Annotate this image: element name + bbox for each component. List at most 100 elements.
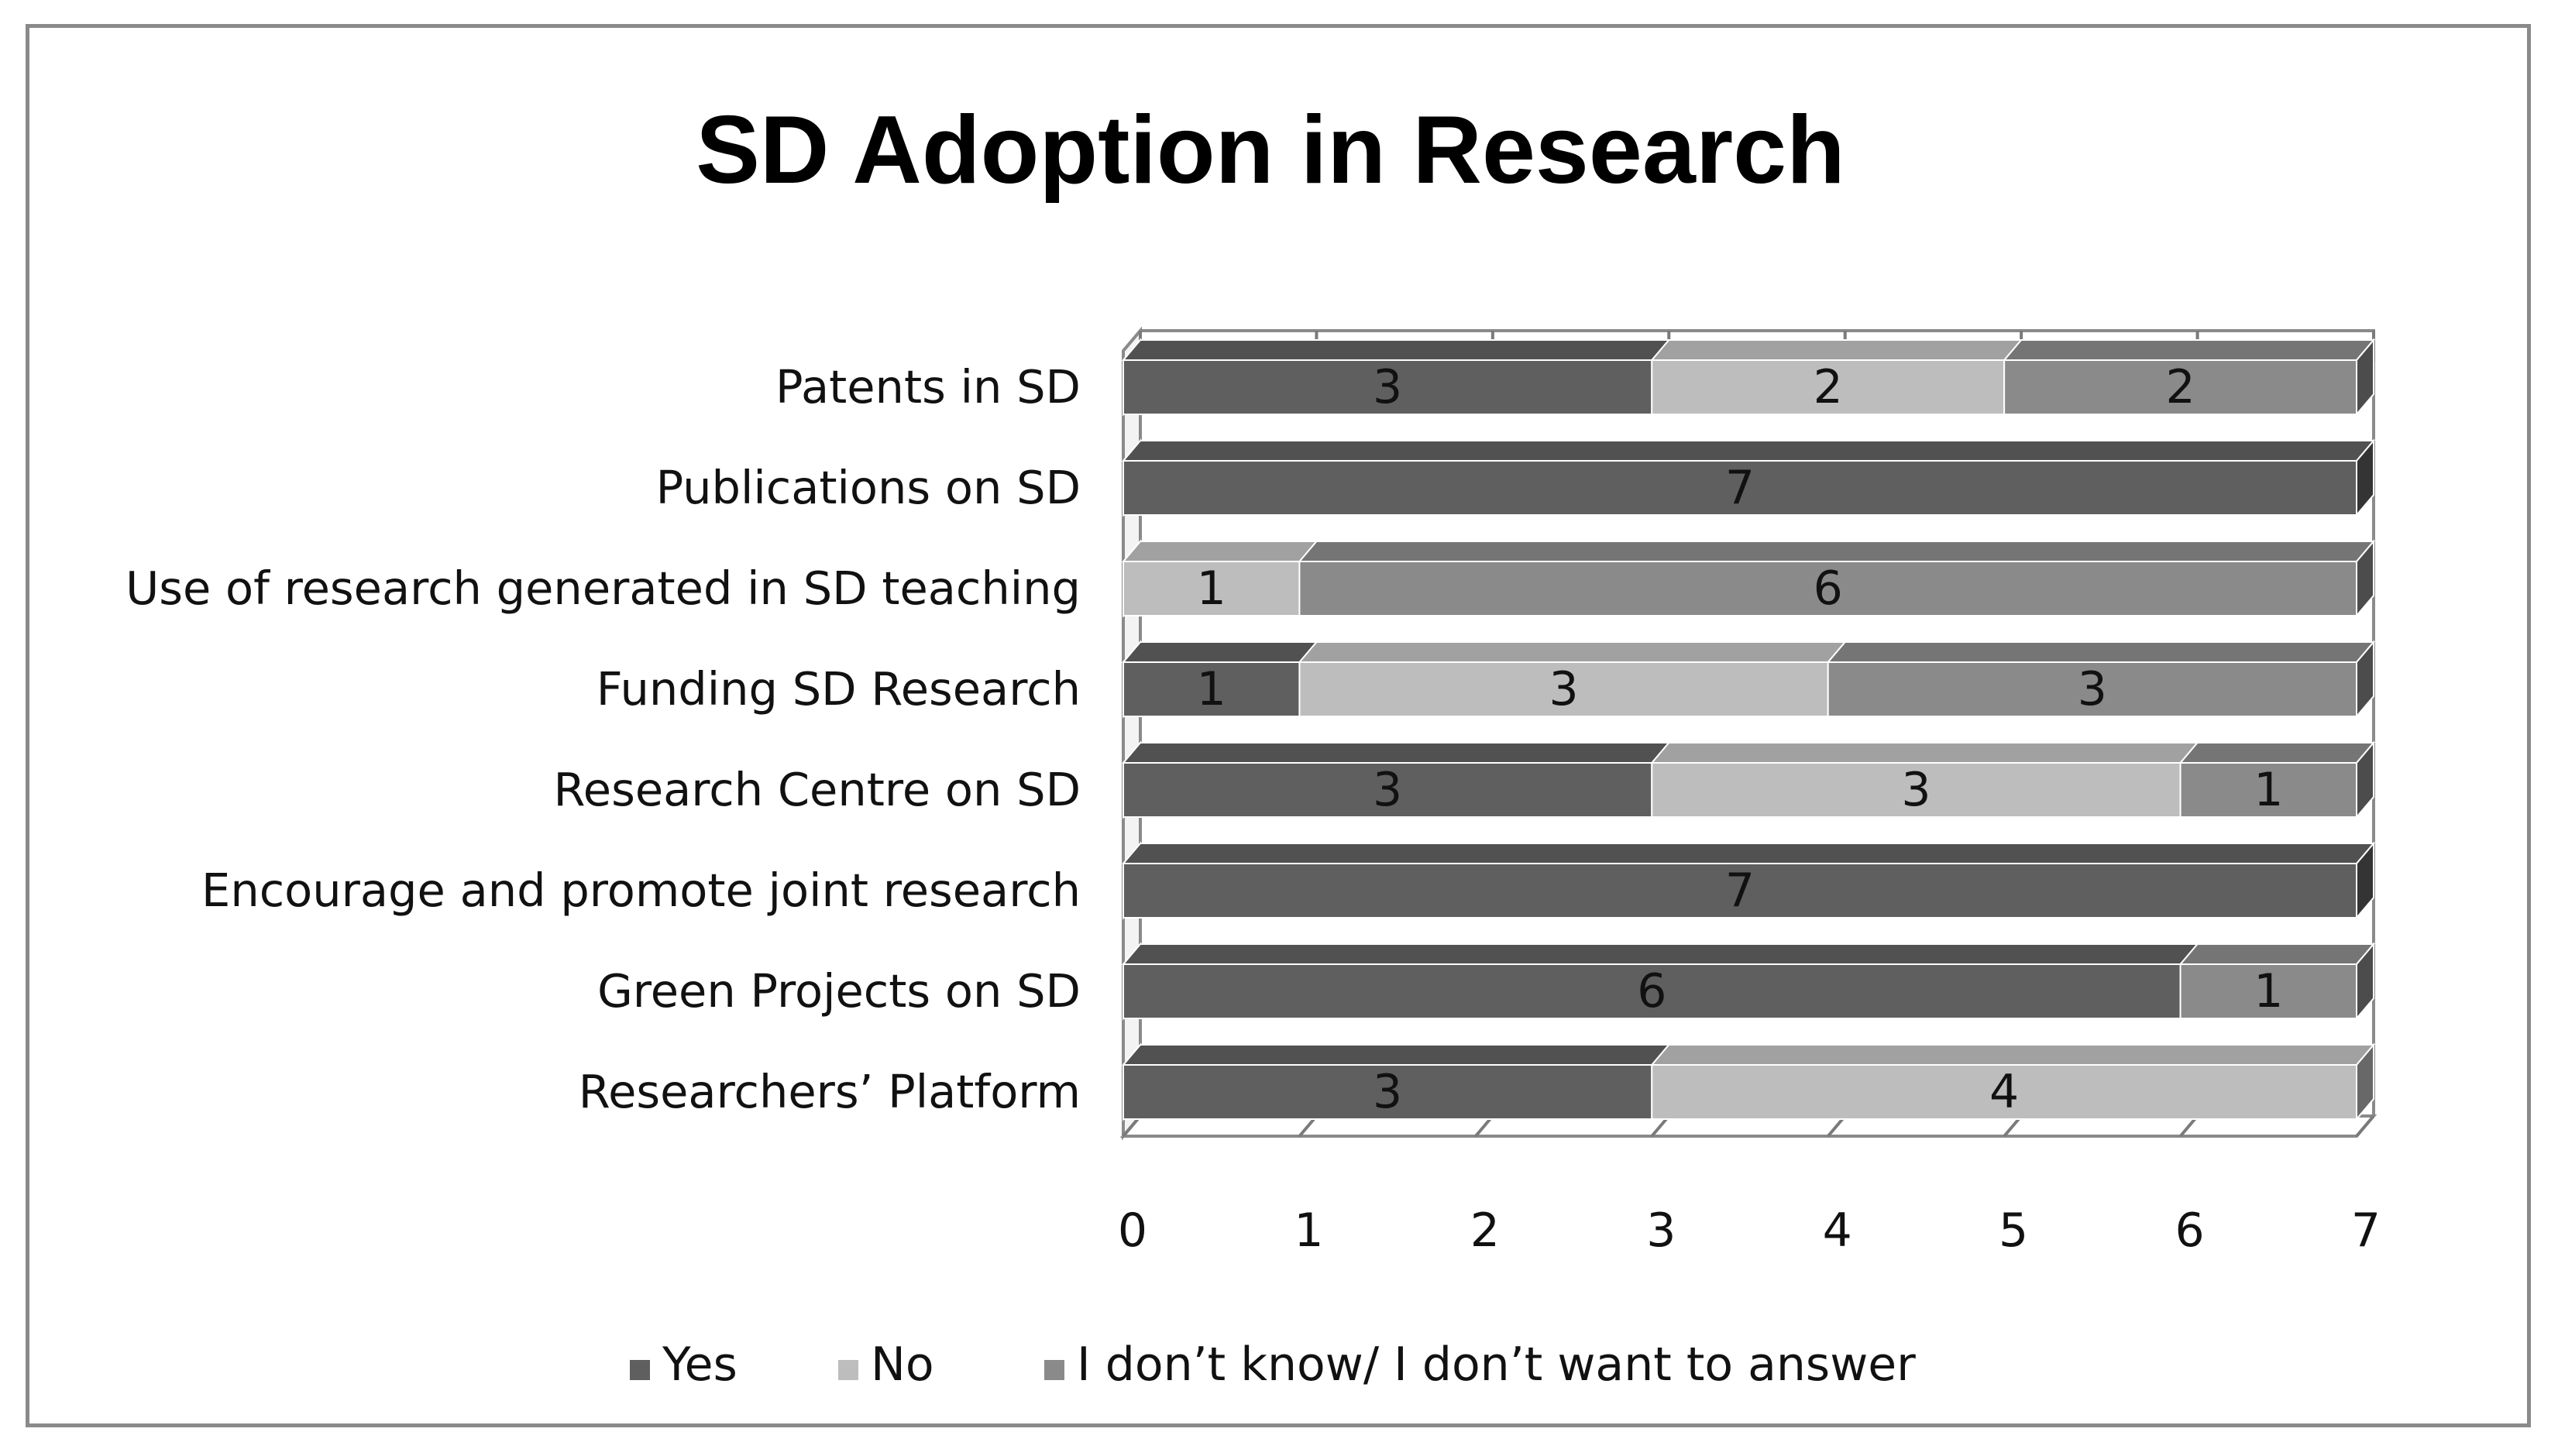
bar-front-face xyxy=(1123,561,1301,616)
bar-top-face xyxy=(1121,742,1671,764)
bar-top-face xyxy=(1121,339,1671,361)
bar-top-face xyxy=(1298,641,1847,663)
bar-top-face xyxy=(1121,541,1319,562)
bar-segment: 3 xyxy=(1298,641,1847,717)
category-label: Patents in SD xyxy=(775,360,1081,414)
bar-front-face xyxy=(1651,762,2182,818)
legend: Yes No I don’t know/ I don’t want to answe… xyxy=(630,1338,1916,1392)
x-tick-label: 7 xyxy=(2351,1204,2381,1258)
bar-segment: 4 xyxy=(1650,1042,2376,1121)
data-label: 3 xyxy=(1373,360,1402,414)
bar-top-face xyxy=(1650,1044,2376,1066)
bar-front-face xyxy=(1123,863,2357,919)
bar-front-face xyxy=(1298,661,1829,717)
legend-label: No xyxy=(871,1338,934,1392)
x-tick-label: 3 xyxy=(1646,1204,1676,1258)
category-label: Publications on SD xyxy=(656,461,1081,514)
category-labels: Patents in SD Publications on SD Use of re… xyxy=(125,360,1081,1118)
bars: 3 2 2 7 1 6 1 3 3 3 3 1 7 6 1 3 4 xyxy=(1121,338,2376,1121)
bar-segment: 7 xyxy=(1121,438,2376,517)
bar-front-face xyxy=(2179,762,2358,818)
bar-top-face xyxy=(1121,1044,1671,1066)
bar-segment: 2 xyxy=(1650,339,2023,415)
x-tick-label: 4 xyxy=(1823,1204,1852,1258)
legend-swatch xyxy=(838,1360,858,1380)
category-label: Encourage and promote joint research xyxy=(201,864,1081,917)
legend-item: I don’t know/ I don’t want to answer xyxy=(1044,1338,1916,1392)
bar-front-face xyxy=(1123,1064,1653,1120)
bar-front-face xyxy=(1123,359,1653,415)
x-tick-label: 0 xyxy=(1118,1204,1147,1258)
bar-segment: 3 xyxy=(1121,742,1671,818)
data-label: 1 xyxy=(1197,561,1226,616)
bar-front-face xyxy=(1123,963,2182,1019)
bar-end-face xyxy=(2356,438,2374,517)
x-tick-label: 1 xyxy=(1294,1204,1323,1258)
bar-segment: 2 xyxy=(2002,338,2376,417)
bar-front-face xyxy=(2003,359,2357,415)
bar-front-face xyxy=(1827,661,2358,717)
bar-front-face xyxy=(1298,561,2357,616)
bar-end-face xyxy=(2356,841,2374,920)
data-label: 2 xyxy=(1814,360,1843,414)
bar-front-face xyxy=(1651,1064,2357,1120)
bar-segment: 3 xyxy=(1121,1044,1671,1120)
data-label: 2 xyxy=(2165,360,2195,414)
x-tick-label: 6 xyxy=(2175,1204,2204,1258)
data-label: 6 xyxy=(1814,561,1843,616)
data-label: 7 xyxy=(1725,461,1755,515)
category-label: Researchers’ Platform xyxy=(579,1065,1081,1118)
bar-end-face xyxy=(2356,338,2374,417)
legend-item: No xyxy=(838,1338,934,1392)
bar-top-face xyxy=(1121,943,2199,965)
data-label: 3 xyxy=(2078,662,2107,716)
bar-segment: 3 xyxy=(1121,339,1671,415)
data-label: 1 xyxy=(1197,662,1226,716)
bar-end-face xyxy=(2356,640,2374,719)
bar-top-face xyxy=(1650,742,2199,764)
bar-end-face xyxy=(2356,539,2374,618)
legend-item: Yes xyxy=(630,1338,737,1392)
legend-label: I don’t know/ I don’t want to answer xyxy=(1077,1338,1916,1392)
bar-top-face xyxy=(1826,641,2376,663)
legend-label: Yes xyxy=(662,1338,737,1392)
x-tick-label: 2 xyxy=(1470,1204,1500,1258)
data-label: 3 xyxy=(1549,662,1578,716)
bar-front-face xyxy=(2179,963,2358,1019)
bar-segment: 3 xyxy=(1826,640,2376,719)
category-label: Green Projects on SD xyxy=(597,964,1081,1018)
x-tick-labels: 0 1 2 3 4 5 6 7 xyxy=(1118,1204,2381,1258)
bar-segment: 1 xyxy=(1121,641,1319,717)
data-label: 1 xyxy=(2254,964,2283,1018)
bar-top-face xyxy=(2002,339,2376,361)
bar-front-face xyxy=(1651,359,2006,415)
bar-end-face xyxy=(2356,740,2374,819)
bar-top-face xyxy=(1298,541,2376,562)
legend-swatch xyxy=(1044,1360,1064,1380)
data-label: 3 xyxy=(1373,763,1402,817)
data-label: 6 xyxy=(1637,964,1666,1018)
data-label: 1 xyxy=(2254,763,2283,817)
bar-end-face xyxy=(2356,1042,2374,1121)
gridline-floor xyxy=(2355,1114,2375,1138)
bar-segment: 7 xyxy=(1121,841,2376,920)
bar-front-face xyxy=(1123,661,1301,717)
chart-svg: SD Adoption in Research 3 2 271 61 3 33 3 176 13… xyxy=(125,97,2381,1392)
bar-top-face xyxy=(1121,843,2376,864)
bar-top-face xyxy=(1650,339,2023,361)
bar-segment: 3 xyxy=(1650,742,2199,818)
chart-walls xyxy=(1119,326,2377,1141)
bar-front-face xyxy=(1123,762,1653,818)
bar-top-face xyxy=(1121,440,2376,462)
chart-title: SD Adoption in Research xyxy=(696,97,1845,204)
bar-segment: 1 xyxy=(2178,740,2376,819)
bar-segment: 1 xyxy=(2178,942,2376,1021)
bar-top-face xyxy=(1121,641,1319,663)
data-label: 4 xyxy=(1989,1065,2019,1119)
category-label: Use of research generated in SD teaching xyxy=(125,561,1081,615)
bar-end-face xyxy=(2356,942,2374,1021)
data-label: 3 xyxy=(1901,763,1931,817)
bar-segment: 6 xyxy=(1298,539,2376,618)
legend-swatch xyxy=(630,1360,650,1380)
